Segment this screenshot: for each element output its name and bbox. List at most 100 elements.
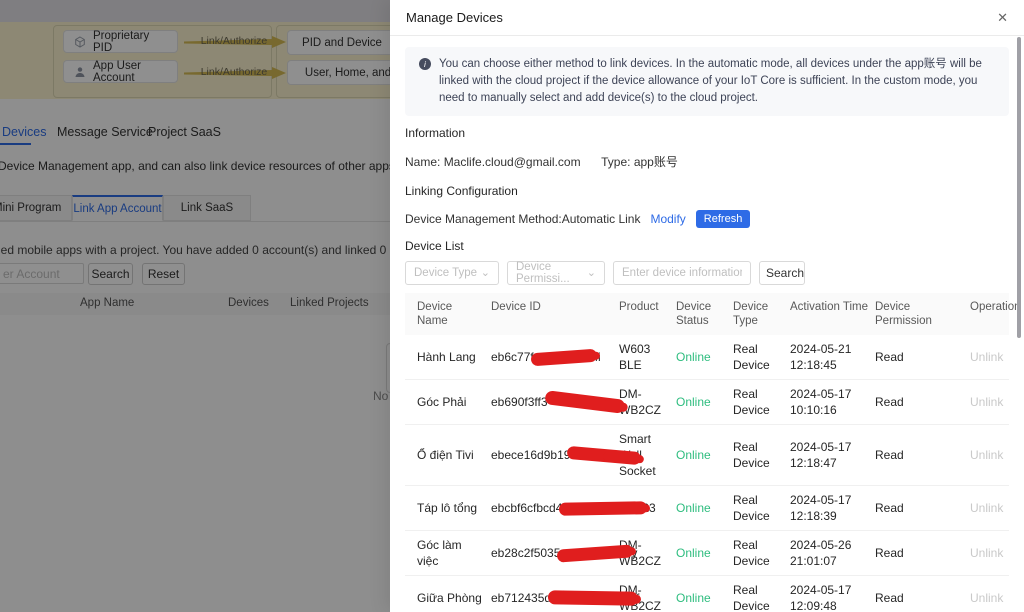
- device-name: Táp lô tổng: [417, 501, 478, 515]
- redaction-scribble: [547, 590, 639, 606]
- unlink-button[interactable]: Unlink: [970, 395, 1004, 409]
- device-permission: Read: [875, 350, 904, 364]
- proprietary-pid-label: Proprietary PID: [93, 29, 150, 54]
- scrollbar-thumb[interactable]: [1017, 37, 1021, 338]
- unlink-button[interactable]: Unlink: [970, 591, 1004, 605]
- device-type: Real Device: [733, 440, 770, 470]
- tab-project-saas[interactable]: Project SaaS: [148, 125, 221, 139]
- chevron-down-icon: ⌄: [480, 266, 490, 279]
- modify-link[interactable]: Modify: [650, 212, 686, 226]
- app-group-box: [53, 25, 272, 98]
- tab-devices[interactable]: Devices: [2, 125, 47, 139]
- drawer-title: Manage Devices: [406, 10, 503, 25]
- device-permission: Read: [875, 501, 904, 515]
- device-type: Real Device: [733, 493, 770, 523]
- info-banner-text: You can choose either method to link dev…: [439, 58, 982, 104]
- refresh-button[interactable]: Refresh: [695, 210, 751, 228]
- method-text: Device Management Method:Automatic Link: [405, 212, 641, 226]
- user-icon: [74, 66, 86, 78]
- status-badge: Online: [676, 546, 711, 560]
- app-user-account-button[interactable]: App User Account: [63, 60, 178, 84]
- tab-message-service[interactable]: Message Service: [57, 125, 153, 139]
- col-activation-time: Activation Time: [790, 301, 868, 313]
- device-search-button[interactable]: Search: [759, 261, 805, 285]
- information-heading: Information: [405, 126, 466, 140]
- device-id: eb712435df: [491, 584, 639, 612]
- manage-devices-drawer: Manage Devices ✕ i You can choose either…: [390, 0, 1024, 612]
- device-name: Góc làm việc: [417, 538, 462, 568]
- device-id: ebcbf6cfbcd4: [491, 494, 648, 522]
- link-authorize-label-top: Link/Authorize: [200, 35, 268, 47]
- unlink-button[interactable]: Unlink: [970, 501, 1004, 515]
- col-device-name: Device Name: [417, 301, 453, 327]
- col-device-permission: Device Permission: [875, 301, 932, 327]
- unlink-button[interactable]: Unlink: [970, 546, 1004, 560]
- table-row: Ổ điện Tivi ebece16d9b19 Smart Wall Sock…: [405, 425, 1009, 486]
- activation-time: 2024-05-21 12:18:45: [790, 342, 852, 372]
- active-tab-underline: [0, 143, 31, 145]
- drawer-header: Manage Devices ✕: [390, 0, 1024, 36]
- activation-time: 2024-05-26 21:01:07: [790, 538, 852, 568]
- table-row: Góc Phải eb690f3ff3 DM-WB2CZ Online Real…: [405, 380, 1009, 425]
- device-management-method-row: Device Management Method:Automatic Link …: [405, 209, 1009, 229]
- device-permission-select[interactable]: Device Permissi... ⌄: [507, 261, 605, 285]
- proprietary-pid-button[interactable]: Proprietary PID: [63, 29, 178, 54]
- table-row: Giữa Phòng eb712435df DM-WB2CZ Online Re…: [405, 576, 1009, 612]
- redaction-scribble: [559, 501, 648, 516]
- type-label: Type:: [601, 155, 631, 169]
- device-name: Ổ điện Tivi: [417, 448, 474, 462]
- type-value: app账号: [633, 155, 678, 169]
- device-name: Hành Lang: [417, 350, 476, 364]
- device-type-select[interactable]: Device Type ⌄: [405, 261, 499, 285]
- product: W603 BLE: [619, 342, 651, 372]
- account-search-input[interactable]: [0, 263, 84, 284]
- unlink-button[interactable]: Unlink: [970, 448, 1004, 462]
- bg-reset-button[interactable]: Reset: [142, 263, 185, 285]
- cube-icon: [74, 35, 86, 48]
- name-type-row: Name: Maclife.cloud@gmail.com Type: app账…: [405, 153, 1009, 170]
- device-type: Real Device: [733, 387, 770, 417]
- device-permission: Read: [875, 591, 904, 605]
- col-device-id: Device ID: [491, 301, 541, 313]
- tab-link-app-account[interactable]: Link App Account: [72, 195, 163, 221]
- device-name: Góc Phải: [417, 395, 467, 409]
- account-summary-text: led mobile apps with a project. You have…: [0, 243, 442, 257]
- link-tabs-bar: t Mini Program Link App Account Link Saa…: [0, 195, 1024, 222]
- device-search-input[interactable]: [613, 261, 751, 285]
- redaction-scribble: [543, 390, 626, 414]
- device-type: Real Device: [733, 583, 770, 612]
- bg-search-button[interactable]: Search: [88, 263, 133, 285]
- linking-configuration-heading: Linking Configuration: [405, 184, 518, 198]
- table-row: Táp lô tổng ebcbf6cfbcd4 BTB23 Online Re…: [405, 486, 1009, 531]
- link-arrow-bottom: [184, 67, 286, 79]
- col-linked-projects: Linked Projects: [290, 297, 369, 309]
- link-arrow-top: [184, 36, 286, 48]
- device-id: eb690f3ff3: [491, 388, 626, 416]
- link-authorize-label-bottom: Link/Authorize: [200, 66, 268, 78]
- device-type: Real Device: [733, 342, 770, 372]
- close-icon[interactable]: ✕: [997, 10, 1008, 25]
- status-badge: Online: [676, 501, 711, 515]
- activation-time: 2024-05-17 12:18:47: [790, 440, 852, 470]
- device-permission: Read: [875, 546, 904, 560]
- col-devices: Devices: [228, 297, 269, 309]
- name-value: Maclife.cloud@gmail.com: [443, 155, 581, 169]
- activation-time: 2024-05-17 12:18:39: [790, 493, 852, 523]
- device-id: eb6c77ffi: [491, 343, 619, 371]
- device-id: eb28c2f5035y: [491, 539, 637, 567]
- status-badge: Online: [676, 448, 711, 462]
- device-type: Real Device: [733, 538, 770, 568]
- tab-mini-program[interactable]: t Mini Program: [0, 195, 72, 221]
- col-app-name: App Name: [80, 297, 135, 309]
- chevron-down-icon: ⌄: [586, 266, 596, 279]
- info-icon: i: [419, 58, 431, 70]
- col-device-type: Device Type: [733, 301, 769, 327]
- device-table: Device Name Device ID Product Device Sta…: [405, 293, 1021, 612]
- status-badge: Online: [676, 350, 711, 364]
- status-badge: Online: [676, 395, 711, 409]
- table-row: Hành Lang eb6c77ffi W603 BLE Online Real…: [405, 335, 1009, 380]
- device-list-heading: Device List: [405, 239, 464, 253]
- unlink-button[interactable]: Unlink: [970, 350, 1004, 364]
- tab-link-saas[interactable]: Link SaaS: [163, 195, 251, 221]
- device-id: ebece16d9b19: [491, 441, 642, 469]
